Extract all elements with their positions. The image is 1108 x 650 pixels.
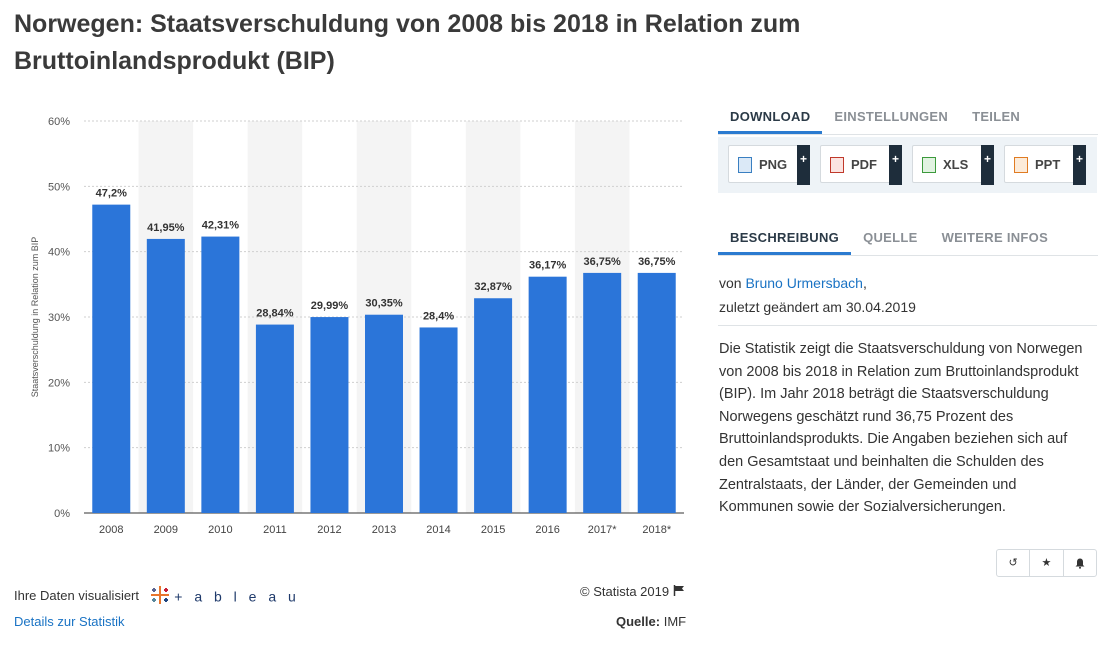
y-tick-label: 60% bbox=[48, 116, 70, 128]
y-tick-label: 40% bbox=[48, 247, 70, 259]
download-png-button[interactable]: PNG + bbox=[728, 145, 810, 185]
divider bbox=[718, 325, 1097, 326]
bar bbox=[92, 204, 131, 514]
bar bbox=[637, 272, 676, 513]
copyright-text: © Statista 2019 bbox=[580, 584, 670, 599]
ppt-file-icon bbox=[1014, 157, 1028, 173]
x-tick-label: 2012 bbox=[317, 524, 341, 536]
x-tick-label: 2015 bbox=[481, 524, 505, 536]
png-label: PNG bbox=[759, 157, 788, 172]
info-tabs: BESCHREIBUNG QUELLE WEITERE INFOS bbox=[718, 223, 1098, 256]
x-tick-label: 2011 bbox=[263, 524, 287, 536]
history-icon[interactable]: ↺ bbox=[1008, 557, 1018, 569]
tab-beschreibung[interactable]: BESCHREIBUNG bbox=[718, 223, 852, 255]
download-options: PNG + PDF + XLS + PPT + bbox=[718, 137, 1097, 193]
statistic-meta: von Bruno Urmersbach, zuletzt geändert a… bbox=[719, 271, 916, 319]
x-tick-label: 2008 bbox=[99, 524, 123, 536]
download-tabs: DOWNLOAD EINSTELLUNGEN TEILEN bbox=[718, 102, 1098, 135]
data-label: 41,95% bbox=[147, 222, 185, 234]
bar bbox=[146, 238, 185, 513]
author-prefix: von bbox=[719, 275, 746, 291]
source: Quelle: IMF bbox=[616, 614, 686, 629]
bar bbox=[310, 317, 349, 513]
data-label: 36,17% bbox=[529, 260, 567, 272]
x-tick-label: 2013 bbox=[372, 524, 396, 536]
download-pdf-button[interactable]: PDF + bbox=[820, 145, 902, 185]
tab-quelle[interactable]: QUELLE bbox=[863, 230, 918, 245]
data-label: 29,99% bbox=[311, 300, 349, 312]
bar bbox=[255, 324, 294, 513]
x-tick-label: 2017* bbox=[588, 524, 617, 536]
data-label: 42,31% bbox=[202, 220, 240, 232]
details-link[interactable]: Details zur Statistik bbox=[14, 614, 125, 629]
tableau-credit: Ihre Daten visualisiert + a b l e a u bbox=[14, 584, 300, 609]
author-line: von Bruno Urmersbach, bbox=[719, 271, 916, 295]
png-plus-icon[interactable]: + bbox=[797, 145, 810, 185]
action-buttons: ↺ ★ bbox=[996, 549, 1097, 577]
y-tick-label: 0% bbox=[54, 508, 70, 520]
download-ppt-button[interactable]: PPT + bbox=[1004, 145, 1086, 185]
tab-download[interactable]: DOWNLOAD bbox=[718, 102, 823, 134]
bar bbox=[365, 314, 403, 513]
author-link[interactable]: Bruno Urmersbach bbox=[745, 275, 863, 291]
tab-weitere-infos[interactable]: WEITERE INFOS bbox=[941, 230, 1049, 245]
data-label: 28,84% bbox=[256, 308, 294, 320]
tableau-wordmark[interactable]: + a b l e a u bbox=[174, 588, 300, 605]
source-label: Quelle: bbox=[616, 614, 661, 629]
flag-icon[interactable] bbox=[673, 584, 685, 599]
data-label: 28,4% bbox=[423, 310, 454, 322]
data-label: 30,35% bbox=[365, 298, 403, 310]
data-label: 36,75% bbox=[638, 256, 676, 268]
description-text: Die Statistik zeigt die Staatsverschuldu… bbox=[719, 341, 1083, 516]
data-label: 36,75% bbox=[584, 256, 622, 268]
pdf-file-icon bbox=[830, 157, 844, 173]
ppt-plus-icon[interactable]: + bbox=[1073, 145, 1086, 185]
y-axis-label: Staatsverschuldung in Relation zum BIP bbox=[30, 237, 40, 398]
data-label: 47,2% bbox=[96, 188, 127, 200]
ppt-label: PPT bbox=[1035, 157, 1061, 172]
png-file-icon bbox=[738, 157, 752, 173]
tab-teilen[interactable]: TEILEN bbox=[972, 109, 1021, 124]
download-xls-button[interactable]: XLS + bbox=[912, 145, 994, 185]
tableau-logo-icon[interactable] bbox=[149, 584, 171, 609]
x-tick-label: 2018* bbox=[642, 524, 671, 536]
bar bbox=[528, 276, 567, 513]
source-value: IMF bbox=[663, 614, 687, 629]
x-tick-label: 2014 bbox=[426, 524, 450, 536]
xls-plus-icon[interactable]: + bbox=[981, 145, 994, 185]
page-title: Norwegen: Staatsverschuldung von 2008 bi… bbox=[14, 10, 801, 75]
y-tick-label: 50% bbox=[48, 181, 70, 193]
bar bbox=[474, 298, 513, 513]
pdf-label: PDF bbox=[851, 157, 877, 172]
x-tick-label: 2010 bbox=[208, 524, 232, 536]
author-suffix: , bbox=[862, 275, 867, 291]
x-tick-label: 2009 bbox=[154, 524, 178, 536]
bell-icon[interactable] bbox=[1062, 550, 1096, 576]
bar bbox=[419, 327, 458, 513]
xls-label: XLS bbox=[943, 157, 969, 172]
y-tick-label: 30% bbox=[48, 312, 70, 324]
star-icon[interactable]: ★ bbox=[1029, 550, 1062, 576]
data-label: 32,87% bbox=[474, 281, 512, 293]
copyright: © Statista 2019 bbox=[580, 584, 685, 599]
tab-einstellungen[interactable]: EINSTELLUNGEN bbox=[834, 109, 949, 124]
bar bbox=[201, 236, 240, 514]
visualized-text: Ihre Daten visualisiert bbox=[14, 587, 139, 603]
bar bbox=[583, 272, 622, 513]
x-tick-label: 2016 bbox=[535, 524, 559, 536]
updated-date: zuletzt geändert am 30.04.2019 bbox=[719, 299, 916, 315]
y-tick-label: 10% bbox=[48, 443, 70, 455]
y-tick-label: 20% bbox=[48, 377, 70, 389]
xls-file-icon bbox=[922, 157, 936, 173]
pdf-plus-icon[interactable]: + bbox=[889, 145, 902, 185]
bar-chart: 0% 10% 20% 30% 40% 50% 60% 47,2% 2008 41,95% 2009 4… bbox=[30, 116, 684, 536]
